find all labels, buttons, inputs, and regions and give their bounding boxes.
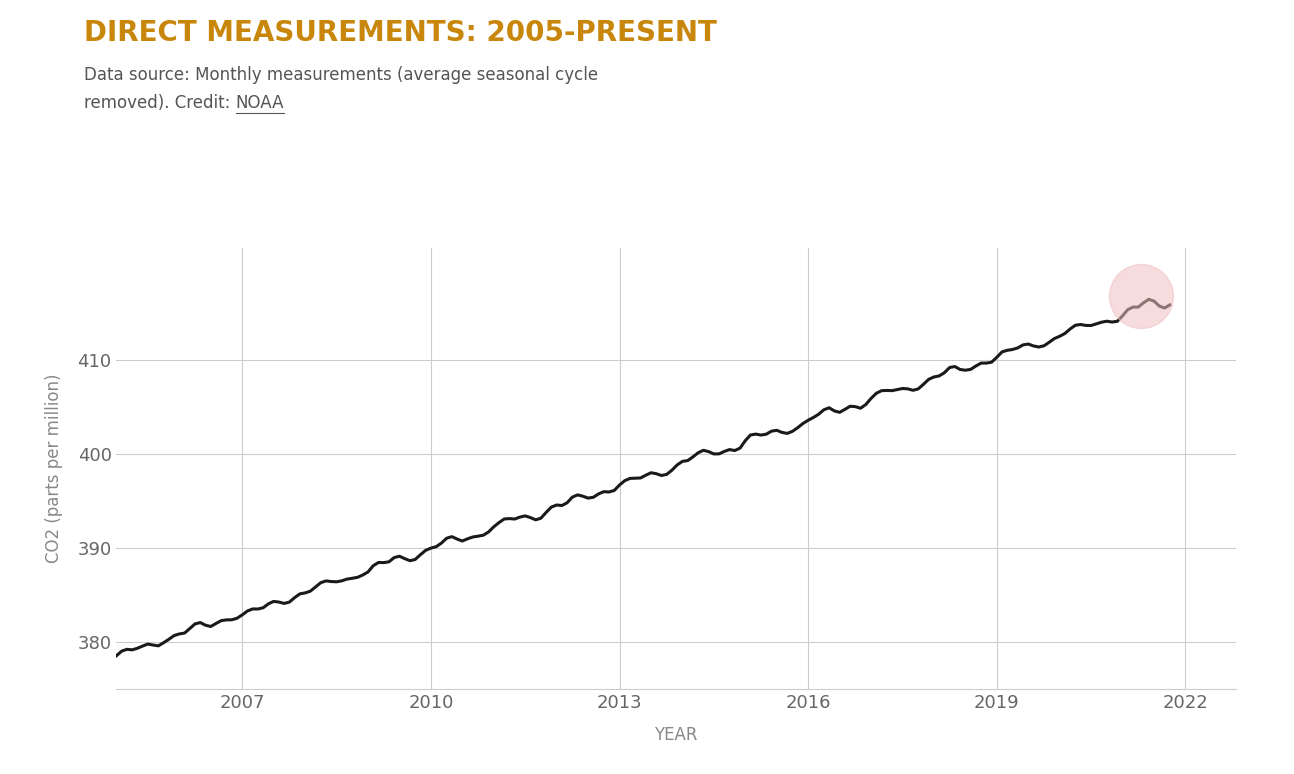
Y-axis label: CO2 (parts per million): CO2 (parts per million) bbox=[45, 374, 63, 563]
Text: DIRECT MEASUREMENTS: 2005-PRESENT: DIRECT MEASUREMENTS: 2005-PRESENT bbox=[84, 19, 717, 47]
Text: removed). Credit:: removed). Credit: bbox=[84, 94, 236, 112]
X-axis label: YEAR: YEAR bbox=[655, 725, 697, 744]
Text: NOAA: NOAA bbox=[236, 94, 285, 112]
Text: Data source: Monthly measurements (average seasonal cycle: Data source: Monthly measurements (avera… bbox=[84, 66, 598, 84]
